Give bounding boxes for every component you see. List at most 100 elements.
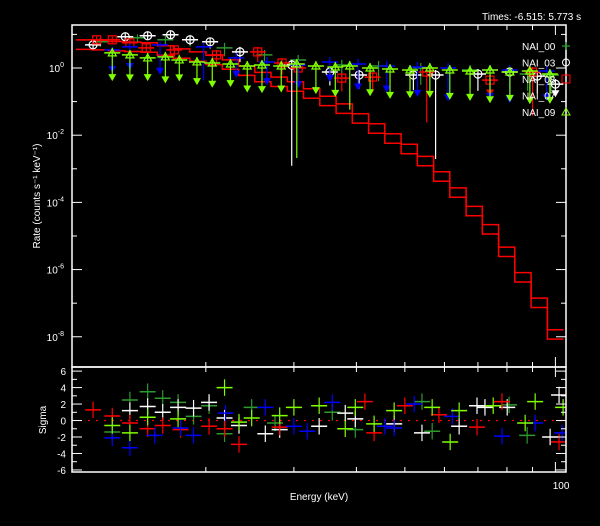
y-tick-label: 10-6 xyxy=(47,264,64,277)
residual-point xyxy=(376,418,393,435)
residuals-nai-07 xyxy=(104,394,566,456)
residual-tick-label: -6 xyxy=(57,466,66,477)
residual-point xyxy=(468,418,486,436)
square-marker xyxy=(141,43,151,53)
residual-point xyxy=(121,439,138,456)
y-axis-label: Rate (counts s⁻¹ keV⁻¹) xyxy=(32,143,43,248)
data-point xyxy=(157,51,174,84)
residual-point xyxy=(337,404,354,422)
residual-point xyxy=(154,390,171,407)
residuals-nai-09 xyxy=(104,379,566,451)
data-point xyxy=(117,32,134,42)
lower-limit-arrow xyxy=(277,85,286,93)
triangle-marker xyxy=(124,49,135,59)
data-point xyxy=(273,60,290,93)
lower-limit-arrow xyxy=(108,74,117,82)
triangle-marker xyxy=(160,51,171,61)
triangle-marker xyxy=(330,61,341,71)
residual-point xyxy=(85,401,102,419)
circle-marker xyxy=(430,70,441,80)
residual-point xyxy=(216,420,233,437)
triangle-marker xyxy=(107,47,118,57)
data-points xyxy=(85,30,564,166)
lower-limit-arrow xyxy=(406,91,415,99)
residual-tick-label: 6 xyxy=(60,367,66,378)
residual-point xyxy=(201,418,218,435)
y-tick-exponent: 0 xyxy=(60,62,64,69)
legend-label: NAI_00 xyxy=(522,42,556,53)
residual-tick-label: 4 xyxy=(60,384,66,395)
legend-label: NAI_07 xyxy=(522,92,556,103)
lower-limit-arrow xyxy=(125,74,134,82)
data-point xyxy=(222,58,239,88)
data-point xyxy=(216,42,233,57)
legend-item-nai-03: NAI_03 xyxy=(522,58,570,70)
data-point xyxy=(341,60,358,110)
circle-symbol-icon xyxy=(562,58,570,67)
data-point xyxy=(188,56,205,86)
circle-marker xyxy=(120,32,130,42)
lower-limit-arrow xyxy=(505,94,514,102)
triangle-symbol-icon xyxy=(561,106,571,116)
legend-item-nai-08: NAI_08 xyxy=(522,74,571,86)
residual-tick-label: 0 xyxy=(60,417,66,428)
data-point xyxy=(138,43,155,53)
lower-limit-arrow xyxy=(413,89,422,97)
residual-point xyxy=(501,396,518,414)
lower-limit-arrow xyxy=(551,90,560,98)
data-point xyxy=(441,64,458,100)
triangle-marker xyxy=(384,63,396,73)
residual-point xyxy=(337,420,354,437)
lower-limit-arrow xyxy=(311,87,320,95)
legend-item-nai-09: NAI_09 xyxy=(522,106,571,119)
residual-points xyxy=(72,379,566,456)
residual-point xyxy=(311,397,328,414)
residual-point xyxy=(217,404,234,422)
data-point xyxy=(139,31,156,41)
triangle-marker xyxy=(207,57,218,67)
data-point xyxy=(402,64,419,99)
circle-marker xyxy=(354,70,364,80)
triangle-marker xyxy=(444,64,455,74)
triangle-marker xyxy=(174,54,185,64)
residual-point xyxy=(243,409,260,427)
y-tick-base: 10 xyxy=(47,198,59,209)
circle-marker xyxy=(235,47,245,57)
y-tick-base: 10 xyxy=(49,64,61,75)
lower-limit-arrow xyxy=(243,85,252,93)
data-point xyxy=(350,58,367,91)
triangle-marker xyxy=(256,59,268,69)
data-point xyxy=(139,52,156,82)
residual-point xyxy=(406,395,423,413)
lower-limit-arrow xyxy=(262,78,271,86)
residual-point xyxy=(285,418,302,435)
data-point xyxy=(129,34,146,42)
circle-marker xyxy=(165,30,176,40)
y-tick-exponent: -2 xyxy=(58,129,64,136)
residual-point xyxy=(517,414,534,432)
x-tick-label: 100 xyxy=(553,481,570,492)
residual-panel-frame xyxy=(71,366,567,473)
lower-limit-arrow xyxy=(192,78,201,86)
residual-point xyxy=(139,409,156,426)
triangle-marker xyxy=(424,62,435,72)
triangle-marker xyxy=(242,60,253,70)
data-point xyxy=(521,65,538,105)
residual-point xyxy=(386,419,403,437)
residual-point xyxy=(299,423,316,440)
residual-point xyxy=(146,427,163,444)
legend-label: NAI_03 xyxy=(522,59,556,70)
data-point xyxy=(249,46,266,62)
triangle-marker xyxy=(276,60,287,70)
residual-point xyxy=(442,433,459,451)
residual-point xyxy=(542,428,559,446)
residual-point xyxy=(170,410,187,428)
residual-point xyxy=(493,393,510,410)
lower-limit-arrow xyxy=(445,92,454,100)
triangle-marker xyxy=(504,66,515,76)
data-point xyxy=(482,64,499,104)
residual-point xyxy=(424,423,441,440)
square-marker xyxy=(253,47,263,57)
y-tick-exponent: -6 xyxy=(58,264,64,271)
residual-point xyxy=(257,425,274,442)
